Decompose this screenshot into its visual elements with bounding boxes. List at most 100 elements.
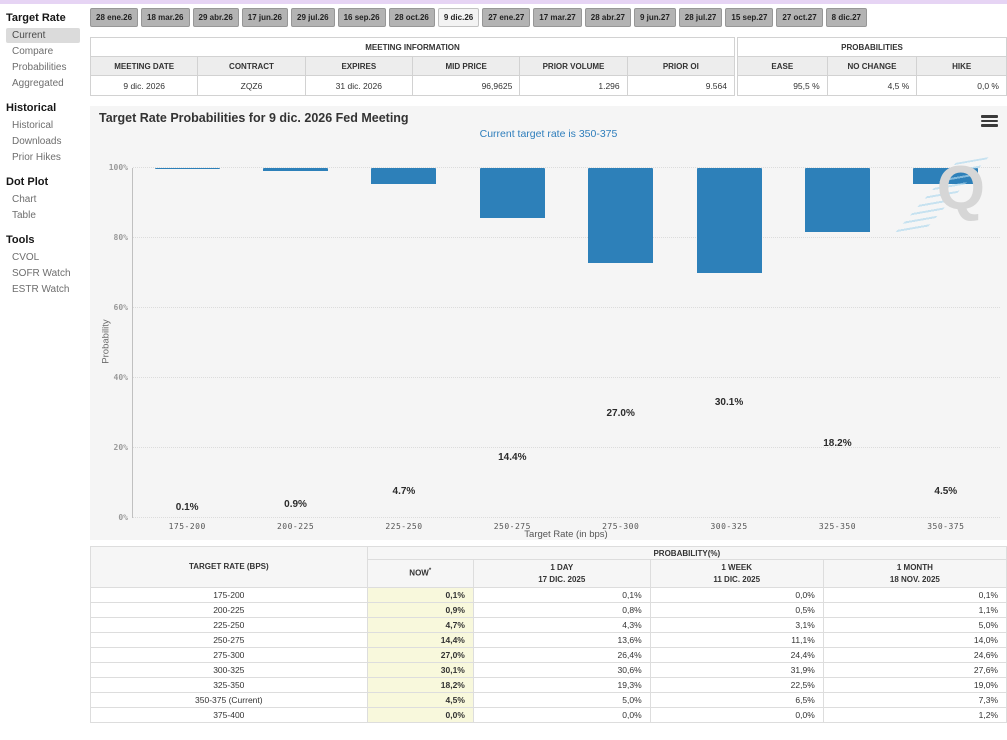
sidebar-item-cvol[interactable]: CVOL (12, 252, 40, 263)
day-probability-cell: 0,8% (472, 602, 651, 618)
day-probability-cell: 0,0% (472, 707, 651, 723)
table-row: 250-275 14,4% 13,6% 11,1% 14,0% (90, 632, 1007, 648)
y-tick-label: 20% (113, 443, 128, 452)
week-probability-cell: 22,5% (649, 677, 824, 693)
probability-bar-300-325 (696, 168, 762, 274)
rate-cell: 375-400 (90, 707, 368, 723)
week-probability-cell: 0,0% (649, 707, 824, 723)
rate-cell: 300-325 (90, 662, 368, 678)
sidebar-item-current[interactable]: Current (6, 28, 80, 43)
meeting-date-tab-28-abr-27[interactable]: 28 abr.27 (584, 8, 631, 27)
meeting-date-tab-29-abr-26[interactable]: 29 abr.26 (192, 8, 239, 27)
sidebar-item-prior-hikes[interactable]: Prior Hikes (12, 152, 61, 163)
meeting-date-tab-27-ene-27[interactable]: 27 ene.27 (482, 8, 531, 27)
probability-bar-275-300 (588, 168, 654, 263)
now-probability-cell: 0,0% (366, 707, 474, 723)
now-probability-cell: 4,5% (366, 692, 474, 708)
meeting-info-value-prior-volume: 1.296 (519, 75, 628, 96)
meeting-date-tab-18-mar-26[interactable]: 18 mar.26 (141, 8, 190, 27)
bar-value-label: 0.9% (284, 498, 307, 510)
meeting-date-tab-29-jul-26[interactable]: 29 jul.26 (291, 8, 335, 27)
now-probability-cell: 4,7% (366, 617, 474, 633)
week-probability-cell: 11,1% (649, 632, 824, 648)
meeting-info-table: MEETING INFORMATION MEETING DATE CONTRACT E… (89, 37, 736, 96)
prob-summary-col-ease: EASE (737, 56, 828, 76)
month-probability-cell: 27,6% (822, 662, 1007, 678)
meeting-date-tab-9-dic-26[interactable]: 9 dic.26 (437, 8, 480, 27)
meeting-date-tab-17-jun-26[interactable]: 17 jun.26 (241, 8, 289, 27)
now-probability-cell: 27,0% (366, 647, 474, 663)
bar-slot-275-300: 27.0% (567, 168, 675, 518)
bar-slot-300-325: 30.1% (675, 168, 783, 518)
sidebar-heading-historical: Historical (6, 102, 57, 114)
week-probability-cell: 0,5% (649, 602, 824, 618)
meeting-date-tab-28-ene-26[interactable]: 28 ene.26 (90, 8, 139, 27)
day-probability-cell: 0,1% (472, 587, 651, 603)
sidebar-item-historical[interactable]: Historical (12, 120, 54, 131)
sidebar: Target Rate Current Compare Probabilities Ag… (0, 4, 88, 298)
prob-summary-value-hike: 0,0 % (916, 75, 1007, 96)
bar-value-label: 18.2% (823, 438, 852, 450)
meeting-info-value-mid-price: 96,9625 (411, 75, 521, 96)
sidebar-item-downloads[interactable]: Downloads (12, 136, 62, 147)
plot-area: 0% 20% 40% 60% 80% 100% 0.1% 175-200 0.9% 200-225… (109, 163, 1000, 531)
meeting-info-value-contract: ZQZ6 (197, 75, 306, 96)
sidebar-item-aggregated[interactable]: Aggregated (12, 78, 64, 89)
day-probability-cell: 26,4% (472, 647, 651, 663)
probability-bar-350-375 (913, 168, 979, 184)
y-gridline (133, 307, 1000, 308)
prob-summary-col-hike: HIKE (916, 56, 1007, 76)
x-tick-label: 175-200 (168, 522, 206, 531)
probability-bar-250-275 (479, 168, 545, 219)
sidebar-item-sofr-watch[interactable]: SOFR Watch (12, 268, 71, 279)
hamburger-bar (981, 115, 998, 118)
target-rate-header: TARGET RATE (BPS) (90, 546, 368, 588)
x-tick-label: 225-250 (385, 522, 423, 531)
y-tick-label: 0% (118, 513, 128, 522)
hamburger-bar (981, 119, 998, 122)
chart-title: Target Rate Probabilities for 9 dic. 202… (99, 111, 409, 125)
sidebar-item-probabilities[interactable]: Probabilities (12, 62, 67, 73)
meeting-date-tab-17-mar-27[interactable]: 17 mar.27 (533, 8, 582, 27)
rate-cell: 175-200 (90, 587, 368, 603)
table-row: 225-250 4,7% 4,3% 3,1% 5,0% (90, 617, 1007, 633)
meeting-info-col-prior-oi: PRIOR OI (626, 56, 736, 76)
rate-cell: 275-300 (90, 647, 368, 663)
meeting-date-tab-28-oct-26[interactable]: 28 oct.26 (388, 8, 435, 27)
sidebar-item-table[interactable]: Table (12, 210, 36, 221)
month-probability-cell: 24,6% (822, 647, 1007, 663)
month-probability-cell: 19,0% (822, 677, 1007, 693)
bar-slot-350-375: 4.5% (892, 168, 1000, 518)
month-probability-cell: 14,0% (822, 632, 1007, 648)
now-probability-cell: 0,1% (366, 587, 474, 603)
meeting-date-tab-8-dic-27[interactable]: 8 dic.27 (825, 8, 868, 27)
bar-value-label: 4.5% (934, 486, 958, 498)
month-probability-cell: 5,0% (822, 617, 1007, 633)
now-probability-cell: 18,2% (366, 677, 474, 693)
meeting-date-tab-27-oct-27[interactable]: 27 oct.27 (776, 8, 823, 27)
meeting-info-col-mid-price: MID PRICE (411, 56, 521, 76)
bar-value-label: 4.7% (392, 485, 416, 497)
y-gridline (133, 237, 1000, 238)
sidebar-item-estr-watch[interactable]: ESTR Watch (12, 284, 70, 295)
period-header-1-month: 1 MONTH 18 NOV. 2025 (822, 559, 1007, 588)
hamburger-menu-icon[interactable] (981, 113, 998, 129)
now-probability-cell: 0,9% (366, 602, 474, 618)
sidebar-item-chart[interactable]: Chart (12, 194, 37, 205)
meeting-date-tab-28-jul-27[interactable]: 28 jul.27 (678, 8, 723, 27)
day-probability-cell: 13,6% (472, 632, 651, 648)
meeting-info-value-prior-oi: 9.564 (626, 75, 736, 96)
week-probability-cell: 0,0% (649, 587, 824, 603)
bar-slot-225-250: 4.7% (350, 168, 458, 518)
meeting-info-title: MEETING INFORMATION (90, 37, 735, 57)
meeting-date-tab-16-sep-26[interactable]: 16 sep.26 (337, 8, 386, 27)
bar-value-label: 27.0% (606, 407, 635, 419)
meeting-date-tab-15-sep-27[interactable]: 15 sep.27 (725, 8, 774, 27)
sidebar-item-compare[interactable]: Compare (12, 46, 54, 57)
month-probability-cell: 7,3% (822, 692, 1007, 708)
day-probability-cell: 4,3% (472, 617, 651, 633)
period-header-1-week: 1 WEEK 11 DIC. 2025 (649, 559, 824, 588)
meeting-date-tab-9-jun-27[interactable]: 9 jun.27 (634, 8, 676, 27)
week-probability-cell: 3,1% (649, 617, 824, 633)
